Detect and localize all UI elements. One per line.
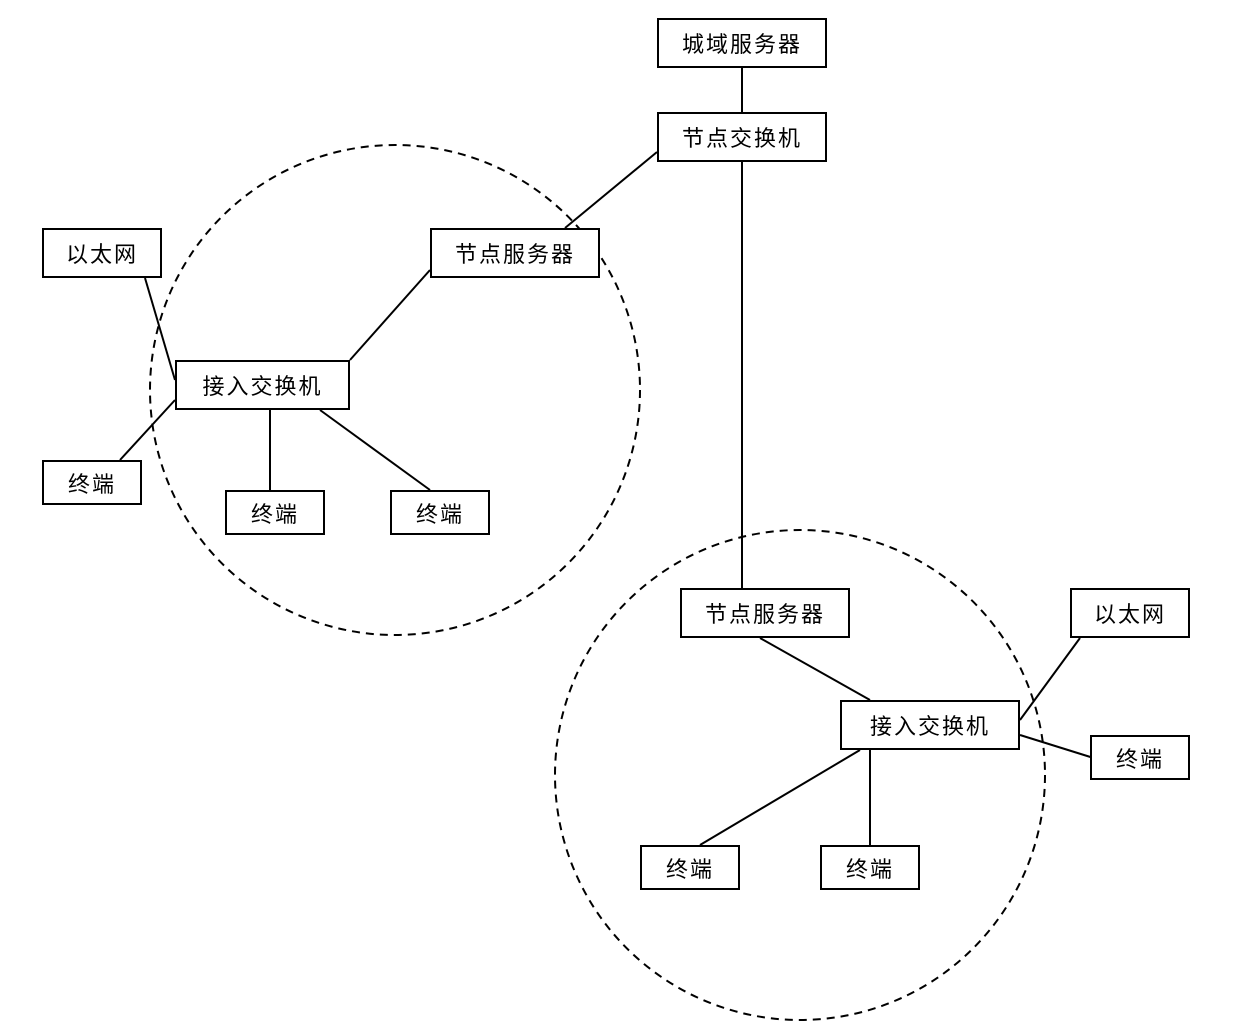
node-label-access_switch_2: 接入交换机	[870, 709, 990, 741]
edge-4	[145, 278, 175, 380]
node-metro_server: 城域服务器	[657, 18, 827, 68]
node-label-access_switch_1: 接入交换机	[202, 369, 322, 401]
node-ethernet_1: 以太网	[42, 228, 162, 278]
node-label-metro_server: 城域服务器	[682, 27, 802, 59]
node-terminal_2a: 终端	[1090, 735, 1190, 780]
diagram-edges	[0, 0, 1239, 1027]
edge-7	[320, 410, 430, 490]
node-label-ethernet_1: 以太网	[66, 237, 138, 269]
node-node_server_2: 节点服务器	[680, 588, 850, 638]
node-terminal_2c: 终端	[820, 845, 920, 890]
node-label-terminal_2a: 终端	[1116, 742, 1164, 774]
edge-1	[565, 152, 657, 228]
node-access_switch_2: 接入交换机	[840, 700, 1020, 750]
node-label-ethernet_2: 以太网	[1094, 597, 1166, 629]
node-terminal_1b: 终端	[225, 490, 325, 535]
node-terminal_1a: 终端	[42, 460, 142, 505]
edge-9	[1020, 638, 1080, 720]
node-node_server_1: 节点服务器	[430, 228, 600, 278]
node-label-terminal_1b: 终端	[251, 497, 299, 529]
node-label-terminal_1a: 终端	[68, 467, 116, 499]
node-node_switch: 节点交换机	[657, 112, 827, 162]
node-access_switch_1: 接入交换机	[175, 360, 350, 410]
node-label-terminal_1c: 终端	[416, 497, 464, 529]
node-terminal_1c: 终端	[390, 490, 490, 535]
edge-10	[1020, 735, 1100, 760]
node-label-terminal_2c: 终端	[846, 852, 894, 884]
node-terminal_2b: 终端	[640, 845, 740, 890]
node-ethernet_2: 以太网	[1070, 588, 1190, 638]
node-label-node_switch: 节点交换机	[682, 121, 802, 153]
node-label-node_server_1: 节点服务器	[455, 237, 575, 269]
edge-12	[700, 750, 860, 845]
edge-3	[350, 270, 430, 360]
edge-5	[120, 400, 175, 460]
group-circles	[0, 0, 1239, 1027]
edge-8	[760, 638, 870, 700]
node-label-node_server_2: 节点服务器	[705, 597, 825, 629]
node-label-terminal_2b: 终端	[666, 852, 714, 884]
